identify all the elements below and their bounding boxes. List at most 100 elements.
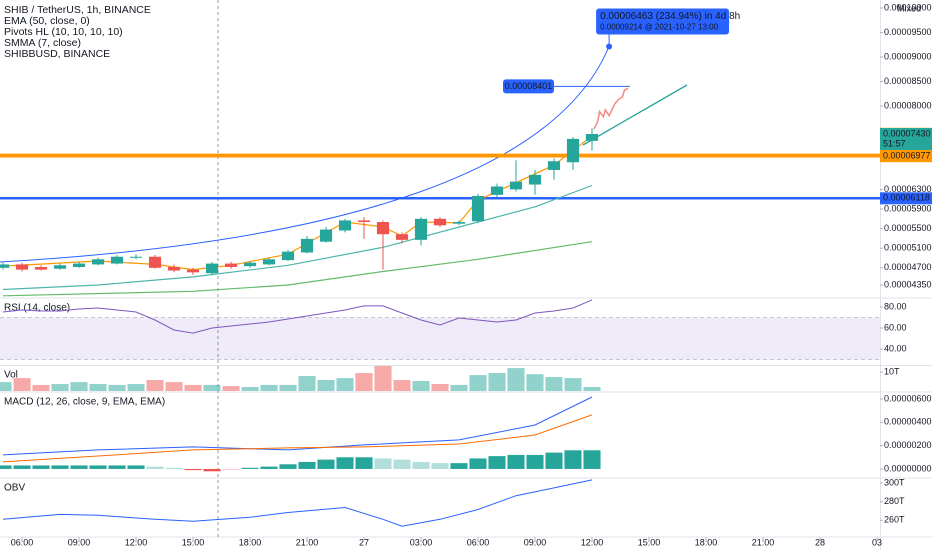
indicator-line (2, 299, 593, 334)
candle-body (15, 264, 29, 270)
y-tick-label: 260T (884, 515, 905, 525)
macd-histogram-bar (412, 461, 430, 469)
macd-histogram-bar (165, 467, 183, 469)
candle-body (148, 256, 162, 268)
candle-body (72, 263, 86, 267)
macd-histogram-bar (317, 459, 335, 469)
candle-body (224, 263, 238, 267)
macd-histogram-bar (222, 468, 240, 471)
scale-mode[interactable]: Mixed (897, 3, 921, 13)
y-tick-label: 0.00005500 (884, 223, 932, 233)
volume-bar (260, 384, 278, 391)
volume-bar (165, 382, 183, 391)
pane-title: OBV (4, 483, 25, 494)
volume-bar (507, 368, 525, 391)
volume-bar (564, 378, 582, 391)
volume-bar (450, 384, 468, 391)
y-tick-label: 0.00008500 (884, 76, 932, 86)
candle-body (91, 259, 105, 265)
macd-histogram-bar (241, 467, 259, 469)
volume-bar (298, 376, 316, 391)
macd-histogram-bar (89, 465, 107, 469)
pane-title: Vol (4, 370, 18, 381)
volume-bar (32, 384, 50, 391)
volume-bar (488, 373, 506, 391)
candle-body (0, 264, 10, 268)
rsi-band (0, 317, 880, 360)
volume-bar (0, 382, 12, 391)
volume-bar (70, 382, 88, 391)
bar-countdown: 51:57 (883, 138, 906, 148)
macd-histogram-bar (298, 461, 316, 469)
last-price-box (502, 79, 554, 94)
candle-body (357, 220, 371, 223)
y-tick-label: 10T (884, 366, 900, 376)
macd-histogram-bar (32, 465, 50, 469)
macd-histogram-bar (146, 466, 164, 469)
candle-body (129, 256, 143, 258)
legend-entry: EMA (50, close, 0) (4, 15, 90, 27)
y-tick-label: 0.00000400 (884, 417, 932, 427)
pane-title: MACD (12, 26, close, 9, EMA, EMA) (4, 397, 165, 408)
macd-histogram-bar (583, 450, 601, 469)
y-tick-label: 40.00 (884, 343, 907, 353)
volume-bar (222, 386, 240, 391)
volume-bar (146, 380, 164, 391)
projection-box (596, 8, 730, 35)
volume-bar (184, 384, 202, 391)
macd-histogram-bar (108, 465, 126, 469)
volume-bar (127, 383, 145, 391)
volume-bar (431, 383, 449, 391)
legend-entry: SHIBBUSD, BINANCE (4, 48, 110, 60)
macd-histogram-bar (184, 468, 202, 471)
candle-body (414, 218, 428, 240)
symbol-title: SHIB / TetherUS, 1h, BINANCE (4, 4, 151, 16)
volume-bar (393, 380, 411, 391)
y-tick-label: 0.00009500 (884, 27, 932, 37)
axis-price-label: 0.00006977 (883, 151, 931, 161)
y-tick-label: 60.00 (884, 322, 907, 332)
x-tick-label: 18:00 (239, 537, 262, 547)
x-tick-label: 06:00 (11, 537, 34, 547)
candle-body (262, 259, 276, 265)
axis-price-label: 0.00006118 (883, 193, 930, 203)
candle-body (509, 181, 523, 190)
x-tick-label: 09:00 (524, 537, 547, 547)
axis-price-box (880, 150, 932, 163)
indicator-line (2, 184, 593, 291)
trend-line (582, 84, 688, 146)
candle-body (34, 266, 48, 270)
x-tick-label: 12:00 (581, 537, 604, 547)
volume-bar (89, 383, 107, 391)
macd-histogram-bar (374, 458, 392, 469)
projection-target (606, 43, 613, 50)
x-tick-label: 03 (872, 537, 882, 547)
macd-histogram-bar (488, 456, 506, 469)
axis-price-label: 0.00007430 (883, 128, 931, 138)
volume-bar (374, 366, 392, 391)
x-tick-label: 27 (359, 537, 369, 547)
macd-histogram-bar (279, 464, 297, 469)
x-tick-label: 18:00 (695, 537, 718, 547)
macd-line (2, 414, 593, 463)
volume-bar (355, 373, 373, 391)
last-price-label: 0.00008401 (505, 81, 553, 91)
candle-body (167, 266, 181, 271)
macd-histogram-bar (260, 466, 278, 469)
y-tick-label: 300T (884, 477, 905, 487)
macd-histogram-bar (526, 454, 544, 469)
volume-bar (108, 384, 126, 391)
y-tick-label: 0.00005100 (884, 243, 932, 253)
recent-bars (593, 87, 629, 130)
candle-body (53, 265, 67, 269)
y-tick-label: 0.00010000 (884, 2, 932, 12)
candle-body (186, 269, 200, 273)
candle-body (528, 174, 542, 185)
y-tick-label: 280T (884, 496, 905, 506)
candle-body (471, 195, 485, 222)
macd-histogram-bar (545, 452, 563, 469)
volume-bar (412, 380, 430, 391)
